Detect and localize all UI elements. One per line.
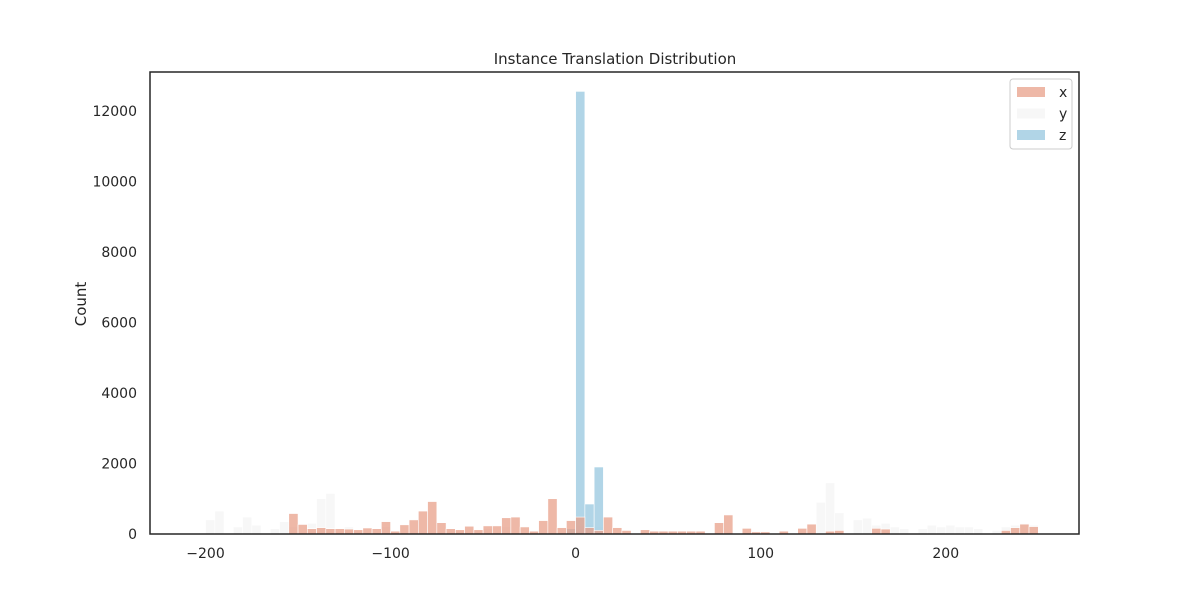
y-tick-label: 4000 [101,386,137,402]
bar-x [519,526,530,535]
bar-x [510,516,521,535]
bar-x [612,527,623,535]
bar-x [1010,527,1021,535]
bar-z [593,466,604,535]
bar-y [917,528,928,535]
x-tick-label: 200 [932,546,959,562]
legend-swatch-x [1017,87,1045,97]
bar-x [408,519,419,535]
bar-x [806,523,817,535]
bar-y [325,493,336,535]
x-tick-label: 0 [571,546,580,562]
bar-x [307,528,317,535]
bar-x [547,498,558,535]
bar-y [279,521,290,535]
bar-x [381,521,391,535]
bar-x [362,527,373,535]
bar-y [889,526,900,535]
bar-x [371,528,382,535]
chart-title: Instance Translation Distribution [494,50,737,68]
bar-y [232,526,243,535]
legend-label-x: x [1059,85,1067,101]
legend: xyz [1009,78,1073,150]
bar-x [575,516,586,535]
bar-x [584,527,595,535]
x-tick-label: −100 [371,546,409,562]
bar-x [418,510,428,535]
bar-y [214,510,225,535]
bar-x [741,528,752,535]
bar-x [603,516,613,535]
bar-y [269,528,280,535]
y-tick-label: 12000 [92,104,137,120]
bar-x [334,528,345,535]
bar-x [288,513,299,535]
bar-x [464,525,475,535]
y-tick-label: 0 [128,527,137,543]
bar-x [556,527,567,535]
plot-area-frame [149,71,1080,535]
legend-swatch-z [1017,130,1045,140]
bar-y [862,517,873,535]
bar-x [538,520,549,535]
bar-x [723,514,734,535]
bar-z [575,91,586,535]
bar-x [482,525,493,535]
y-tick-label: 10000 [92,174,137,190]
bar-x [325,528,336,535]
y-tick-label: 2000 [101,456,137,472]
legend-label-y: y [1059,107,1067,123]
bar-x [797,528,808,535]
bar-y [936,526,947,535]
bar-y [242,516,253,535]
bar-y [825,482,836,535]
bar-y [815,501,826,535]
y-axis-ticks: 0 2000 4000 6000 8000 10000 12000 [92,104,137,543]
bar-y [963,526,974,535]
bar-y [852,519,863,535]
bar-y [899,528,910,535]
y-tick-label: 6000 [101,315,137,331]
legend-swatch-y [1017,108,1045,119]
bar-x [427,501,438,535]
bar-x [445,528,456,535]
bar-x [714,522,724,535]
x-axis-ticks: −200 −100 0 100 200 [186,546,959,562]
legend-label-z: z [1059,128,1066,144]
bar-y [926,524,937,535]
legend-items: xyz [1017,85,1067,144]
bar-x [399,524,410,535]
y-axis-label: Count [72,282,90,327]
bar-y [251,524,262,535]
x-tick-label: 100 [747,546,774,562]
bar-x [1028,526,1039,535]
bar-x [492,525,502,535]
bar-y [973,528,984,535]
bar-y [945,524,956,535]
bar-x [501,517,512,535]
bar-y [205,519,216,535]
bar-x [1019,523,1030,535]
bar-x [316,527,327,535]
bar-y [954,526,965,535]
x-tick-label: −200 [186,546,224,562]
bar-x [436,522,447,535]
bar-x [297,524,308,535]
bar-x [566,520,576,535]
y-tick-label: 8000 [101,245,137,261]
bar-x [871,528,882,535]
